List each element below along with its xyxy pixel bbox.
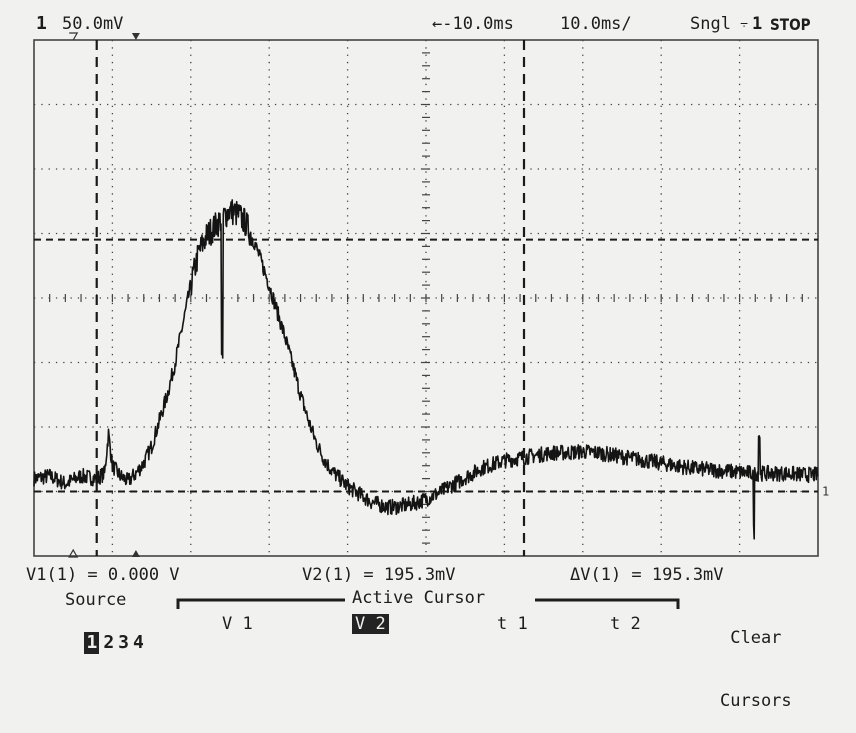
ground-level-marker: 1 [822,485,829,499]
trigger-source: 1 [752,14,763,34]
clear-cursors-line2: Cursors [720,691,792,711]
source-channel-4[interactable]: 4 [133,632,144,653]
v1-cursor-button[interactable]: V 1 [222,614,253,634]
trigger-edge-icon: ⨪ [740,15,749,31]
waveform-display: 1 [33,32,829,558]
channel-1-trace [33,199,819,540]
trigger-mode: Sngl [690,14,731,34]
timebase-scale: 10.0ms/ [560,14,632,34]
source-channel-3[interactable]: 3 [118,632,130,653]
active-cursor-bracket [176,598,680,609]
time-delay: ←-10.0ms [432,14,514,34]
trigger-point-marker-bottom [68,548,79,558]
source-channel-1[interactable]: 1 [84,632,100,654]
delay-reference-marker-bottom [131,550,140,557]
trigger-point-marker-top [69,32,79,41]
v1-readout: V1(1) = 0.000 V [26,565,180,585]
channel-number: 1 [36,13,47,34]
source-label: Source [65,590,127,610]
clear-cursors-line1: Clear [730,628,782,648]
cursors [34,40,818,556]
clear-cursors-button[interactable]: Clear Cursors [720,586,792,733]
cursor-markers: 1 [68,32,829,558]
channel-scale: 50.0mV [62,14,124,34]
graticule [33,39,819,557]
delay-reference-marker-top [131,33,140,40]
v2-readout: V2(1) = 195.3mV [302,565,456,585]
v2-cursor-button[interactable]: V 2 [352,614,389,634]
source-channel-2[interactable]: 2 [103,632,115,653]
delta-v-readout: ΔV(1) = 195.3mV [570,565,724,585]
active-cursor-label: Active Cursor [352,588,486,608]
run-state: STOP [770,15,811,34]
t1-cursor-button[interactable]: t 1 [497,614,528,634]
t2-cursor-button[interactable]: t 2 [610,614,641,634]
